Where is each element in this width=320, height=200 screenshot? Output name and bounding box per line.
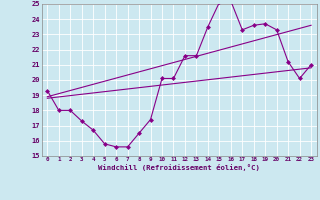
X-axis label: Windchill (Refroidissement éolien,°C): Windchill (Refroidissement éolien,°C) (98, 164, 260, 171)
